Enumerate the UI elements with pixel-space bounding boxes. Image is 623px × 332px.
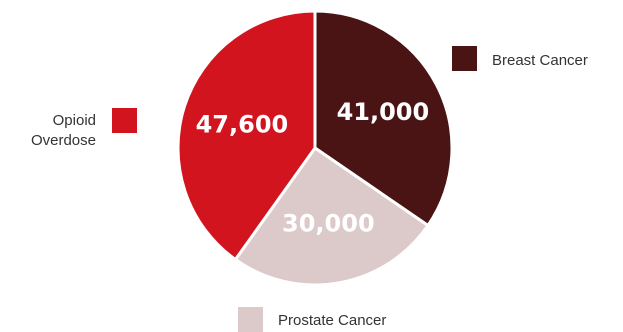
legend-swatch [452,46,477,71]
legend-item-prostate-cancer: Prostate Cancer [238,307,386,332]
pie-data-labels: 41,000 30,000 47,600 [196,98,430,237]
pie-legend: Breast Cancer Prostate Cancer Opioid Overdo… [31,46,588,332]
pie-slices [176,9,454,287]
pie-slice-breast-cancer [313,9,454,228]
legend-item-opioid-overdose: Opioid Overdose [31,108,137,149]
legend-swatch [238,307,263,332]
data-label-opioid-overdose: 47,600 [196,111,289,139]
data-label-breast-cancer: 41,000 [337,98,430,126]
legend-label: Prostate Cancer [278,312,386,329]
legend-swatch [112,108,137,133]
pie-slice-opioid-overdose [176,9,317,262]
pie-slice-prostate-cancer [233,145,431,287]
legend-item-breast-cancer: Breast Cancer [452,46,588,71]
legend-label: Overdose [31,132,96,149]
legend-label: Breast Cancer [492,52,588,69]
legend-label: Opioid [53,112,96,129]
data-label-prostate-cancer: 30,000 [282,210,375,238]
